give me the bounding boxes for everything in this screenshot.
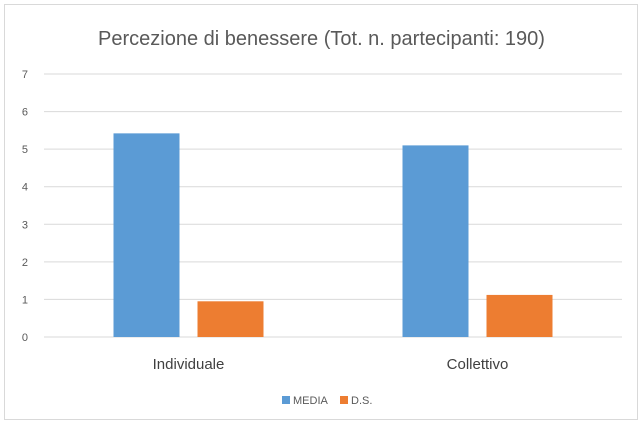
bar-ds-individuale (197, 301, 264, 337)
x-axis: Individuale Collettivo (153, 356, 509, 373)
y-tick-label: 7 (22, 69, 28, 81)
bar-ds-collettivo (486, 294, 553, 337)
chart-frame (4, 4, 638, 420)
y-tick-label: 0 (22, 332, 28, 344)
y-tick-label: 4 (22, 182, 28, 194)
x-category-label: Collettivo (447, 356, 509, 373)
y-tick-label: 1 (22, 294, 28, 306)
bar-media-collettivo (402, 145, 469, 337)
chart-title: Percezione di benessere (Tot. n. parteci… (98, 28, 545, 50)
bar-media-individuale (113, 133, 180, 337)
y-tick-label: 2 (22, 257, 28, 269)
legend: MEDIA D.S. (282, 395, 372, 407)
legend-swatch (340, 396, 348, 404)
y-tick-label: 6 (22, 107, 28, 119)
legend-label: MEDIA (293, 395, 329, 407)
y-axis: 0 1 2 3 4 5 6 7 (22, 69, 28, 344)
y-tick-label: 5 (22, 144, 28, 156)
x-category-label: Individuale (153, 356, 225, 373)
y-tick-label: 3 (22, 219, 28, 231)
legend-swatch (282, 396, 290, 404)
bars (113, 133, 553, 337)
legend-label: D.S. (351, 395, 372, 407)
